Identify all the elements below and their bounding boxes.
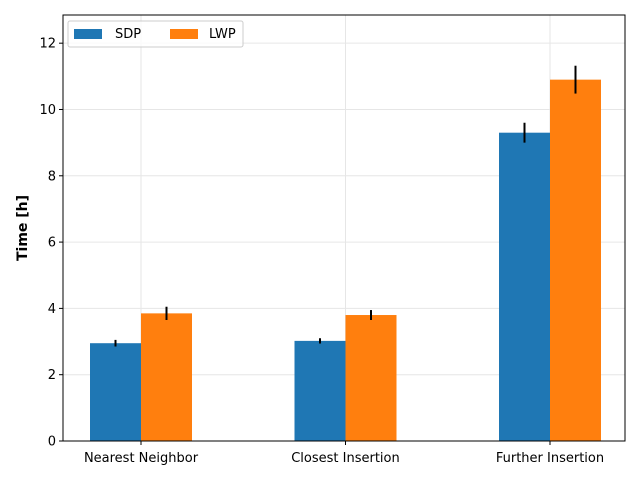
y-axis-label: Time [h]	[15, 195, 31, 261]
y-tick-label: 8	[48, 169, 56, 184]
y-tick-label: 0	[48, 435, 56, 450]
error-bars	[114, 65, 577, 347]
legend-label-lwp: LWP	[209, 27, 236, 42]
bar-sdp	[90, 343, 141, 441]
bar-lwp	[141, 313, 192, 441]
bar-lwp	[345, 315, 397, 441]
bar-sdp	[294, 340, 346, 441]
bars	[90, 79, 601, 442]
x-tick-label: Closest Insertion	[291, 451, 400, 466]
y-tick-label: 6	[48, 236, 56, 251]
legend-box	[67, 20, 244, 48]
y-axis: 0 2 4 6 8 10 12	[39, 37, 63, 450]
y-tick-label: 10	[39, 103, 56, 118]
x-axis: Nearest Neighbor Closest Insertion Further…	[84, 441, 604, 466]
plot-frame	[62, 14, 626, 442]
y-tick-label: 2	[48, 368, 56, 383]
bar-sdp	[499, 132, 550, 441]
y-tick-label: 4	[48, 302, 56, 317]
y-tick-label: 12	[39, 37, 56, 52]
bar-lwp	[550, 79, 601, 442]
x-tick-label: Nearest Neighbor	[84, 451, 199, 466]
legend: SDP LWP	[67, 20, 244, 48]
legend-label-sdp: SDP	[115, 27, 141, 42]
x-tick-label: Further Insertion	[496, 451, 604, 466]
legend-swatch-sdp	[74, 29, 102, 39]
legend-swatch-lwp	[170, 29, 198, 39]
